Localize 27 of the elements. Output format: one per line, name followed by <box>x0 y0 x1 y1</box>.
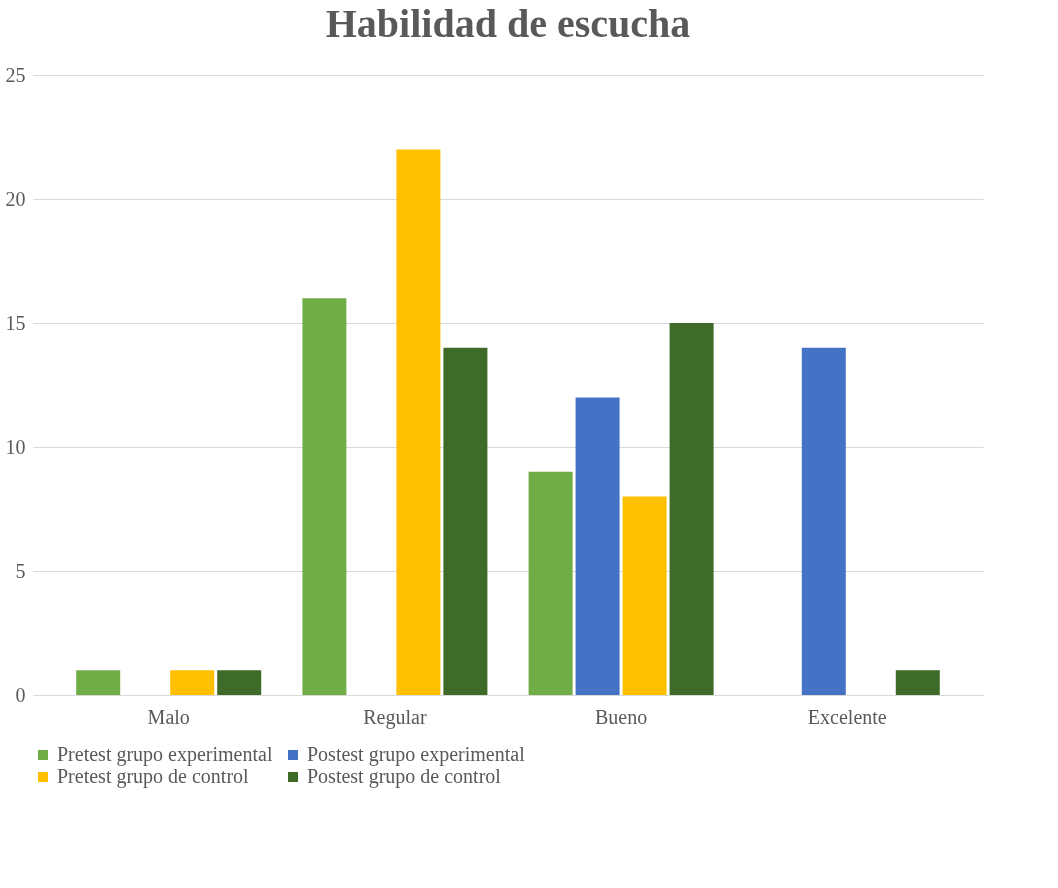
x-tick-label: Excelente <box>807 705 887 728</box>
bar <box>396 149 441 695</box>
bar <box>170 670 215 695</box>
legend-label: Postest grupo de control <box>307 765 502 788</box>
bar <box>669 323 714 695</box>
y-tick-label: 10 <box>5 435 26 458</box>
bar <box>302 298 347 695</box>
bar <box>801 347 846 695</box>
bar <box>217 670 262 695</box>
bar <box>76 670 121 695</box>
y-tick-label: 0 <box>15 683 26 706</box>
legend-label: Pretest grupo experimental <box>57 743 273 766</box>
legend-label: Postest grupo experimental <box>307 743 526 766</box>
y-tick-label: 5 <box>15 559 26 582</box>
y-tick-label: 25 <box>5 63 26 86</box>
x-tick-label: Regular <box>363 705 427 729</box>
bar <box>528 471 573 695</box>
legend-label: Pretest grupo de control <box>57 765 250 788</box>
bar <box>622 496 667 695</box>
x-tick-label: Bueno <box>594 705 648 728</box>
bar <box>443 347 488 695</box>
y-tick-label: 20 <box>5 187 26 210</box>
bar <box>895 670 940 695</box>
chart-title: Habilidad de escucha <box>325 1 691 46</box>
bar <box>575 397 620 695</box>
x-tick-label: Malo <box>147 705 190 728</box>
y-tick-label: 15 <box>5 311 26 334</box>
